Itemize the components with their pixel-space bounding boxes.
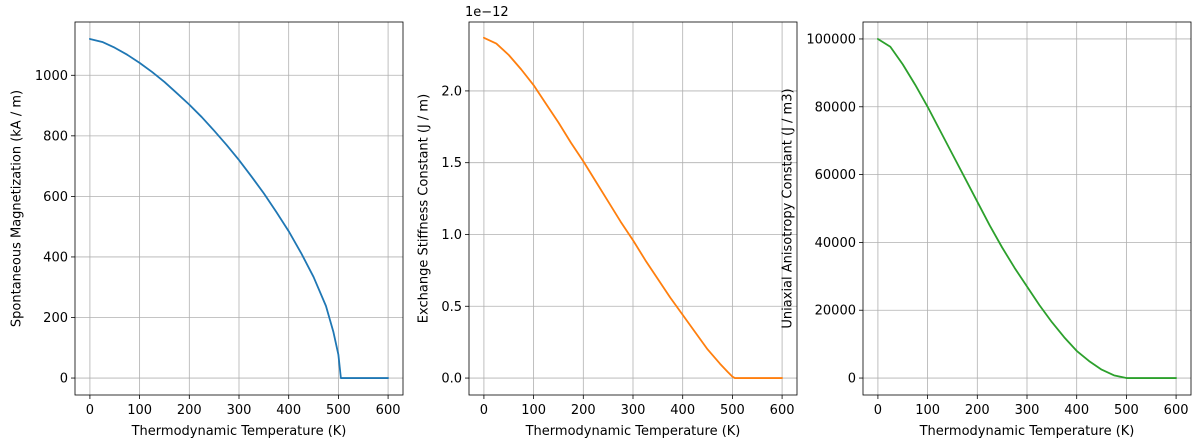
exchange-stiffness-y-axis-label: Exchange Stiffness Constant (J / m) (417, 94, 432, 323)
magnetization-y-axis-label: Spontaneous Magnetization (kA / m) (10, 90, 25, 327)
magnetization-y-tick-label: 200 (43, 311, 68, 326)
exchange-stiffness-y-tick-label: 0.0 (441, 372, 462, 387)
magnetization-x-tick-label: 200 (177, 403, 202, 418)
magnetization-x-tick-label: 600 (376, 403, 401, 418)
anisotropy-x-tick-label: 600 (1164, 403, 1189, 418)
exchange-stiffness-x-tick-label: 300 (621, 403, 646, 418)
anisotropy-x-tick-label: 500 (1114, 403, 1139, 418)
anisotropy-grid (863, 22, 1191, 395)
exchange-stiffness-x-tick-label: 400 (670, 403, 695, 418)
magnetization-x-tick-label: 300 (227, 403, 252, 418)
anisotropy-y-axis-label: Uniaxial Anisotropy Constant (J / m3) (781, 88, 796, 328)
anisotropy-y-tick-label: 80000 (815, 100, 856, 115)
anisotropy-y-tick-label: 0 (848, 372, 856, 387)
magnetization-y-tick-label: 400 (43, 250, 68, 265)
magnetization-y-tick-label: 1000 (35, 69, 68, 84)
exchange-stiffness-y-tick-label: 2.0 (441, 84, 462, 99)
exchange-stiffness-x-tick-label: 500 (720, 403, 745, 418)
exchange-stiffness-x-tick-label: 0 (480, 403, 488, 418)
anisotropy-line (877, 38, 1177, 379)
anisotropy-y-tick-label: 100000 (806, 32, 856, 47)
exchange-stiffness-line (483, 36, 783, 379)
anisotropy-x-axis-label: Thermodynamic Temperature (K) (919, 424, 1135, 439)
magnetization-x-axis-label: Thermodynamic Temperature (K) (131, 424, 347, 439)
anisotropy-x-tick-label: 300 (1015, 403, 1040, 418)
magnetization-x-tick-label: 500 (326, 403, 351, 418)
exchange-stiffness-x-tick-label: 200 (571, 403, 596, 418)
anisotropy-panel: 0 100 200 300 400 500 600 0 20000 40000 60000 80000… (781, 21, 1192, 439)
exchange-stiffness-offset-text: 1e−12 (465, 5, 509, 20)
magnetization-ticks: 0 100 200 300 400 500 600 0 200 400 600 800 1000 (35, 69, 401, 418)
exchange-stiffness-ticks: 0 100 200 300 400 500 600 0.0 0.5 1.0 1.5 2.0 (441, 84, 794, 418)
magnetization-y-tick-label: 0 (60, 372, 68, 387)
anisotropy-x-tick-label: 400 (1064, 403, 1089, 418)
magnetization-grid (75, 22, 403, 395)
magnetization-x-tick-label: 400 (276, 403, 301, 418)
exchange-stiffness-x-axis-label: Thermodynamic Temperature (K) (525, 424, 741, 439)
anisotropy-ticks: 0 100 200 300 400 500 600 0 20000 40000 60000 80000… (806, 32, 1188, 418)
exchange-stiffness-grid (469, 22, 797, 395)
anisotropy-x-tick-label: 100 (915, 403, 940, 418)
magnetization-y-tick-label: 600 (43, 190, 68, 205)
exchange-stiffness-y-tick-label: 1.0 (441, 228, 462, 243)
magnetization-x-tick-label: 0 (86, 403, 94, 418)
magnetization-x-tick-label: 100 (127, 403, 152, 418)
anisotropy-y-tick-label: 60000 (815, 168, 856, 183)
magnetization-y-tick-label: 800 (43, 129, 68, 144)
magnetization-line (89, 38, 389, 379)
exchange-stiffness-x-tick-label: 100 (521, 403, 546, 418)
exchange-stiffness-y-tick-label: 0.5 (441, 300, 462, 315)
exchange-stiffness-panel: 0 100 200 300 400 500 600 0.0 0.5 1.0 1.5 2.0 Therm… (417, 5, 798, 439)
anisotropy-y-tick-label: 20000 (815, 304, 856, 319)
magnetization-panel: 0 100 200 300 400 500 600 0 200 400 600 800 1000 The… (10, 21, 404, 439)
exchange-stiffness-x-tick-label: 600 (770, 403, 795, 418)
exchange-stiffness-y-tick-label: 1.5 (441, 156, 462, 171)
anisotropy-x-tick-label: 0 (874, 403, 882, 418)
anisotropy-x-tick-label: 200 (965, 403, 990, 418)
anisotropy-y-tick-label: 40000 (815, 236, 856, 251)
